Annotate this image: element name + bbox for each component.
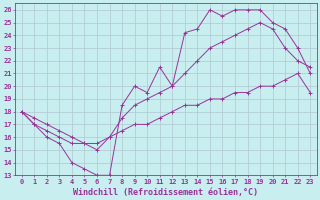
X-axis label: Windchill (Refroidissement éolien,°C): Windchill (Refroidissement éolien,°C) [74,188,259,197]
